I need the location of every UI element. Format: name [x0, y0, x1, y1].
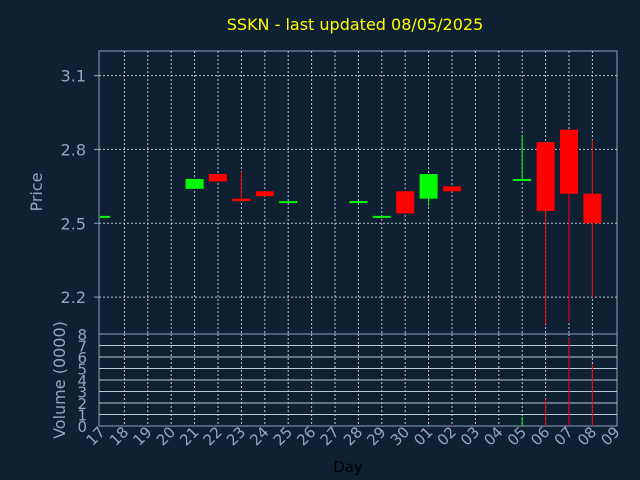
volume-tick-label: 4: [77, 372, 87, 390]
candle-body: [255, 191, 274, 197]
chart-title: SSKN - last updated 08/05/2025: [227, 15, 484, 34]
volume-bars: [428, 338, 593, 426]
volume-tick-label: 7: [77, 338, 87, 356]
price-tick-label: 2.8: [61, 140, 86, 159]
x-axis-ticks: 1718192021222324252627282930010203040506…: [83, 423, 624, 449]
candle-body: [513, 178, 532, 181]
candle-body: [419, 174, 438, 199]
candle-body: [396, 191, 415, 214]
price-y-ticks: 2.2 2.5 2.8 3.1: [61, 67, 99, 307]
price-tick-label: 2.5: [61, 214, 86, 233]
candle-body: [279, 201, 298, 204]
volume-tick-label: 3: [77, 384, 87, 402]
volume-grid: [99, 334, 617, 426]
price-axis-label: Price: [27, 172, 46, 211]
candle-body: [372, 215, 391, 218]
volume-tick-label: 5: [77, 361, 87, 379]
candle-body: [232, 198, 251, 202]
volume-tick-label: 6: [77, 349, 87, 367]
candle-body: [443, 186, 461, 192]
candle-body: [536, 142, 555, 211]
price-tick-label: 2.2: [61, 288, 86, 307]
candle-body: [100, 215, 110, 218]
volume-tick-label: 0: [77, 418, 87, 436]
candle-body: [209, 174, 227, 182]
candle-body: [185, 178, 204, 189]
price-tick-label: 3.1: [61, 67, 86, 86]
candle-body: [349, 201, 368, 204]
candles: [100, 129, 602, 325]
volume-axis-label: Volume (0000): [50, 321, 69, 439]
volume-tick-label: 2: [77, 395, 87, 413]
volume-tick-label: 8: [77, 326, 87, 344]
candle-body: [583, 193, 602, 224]
volume-tick-label: 1: [77, 407, 87, 425]
candle-body: [560, 129, 578, 194]
x-axis-label: Day: [333, 458, 363, 476]
